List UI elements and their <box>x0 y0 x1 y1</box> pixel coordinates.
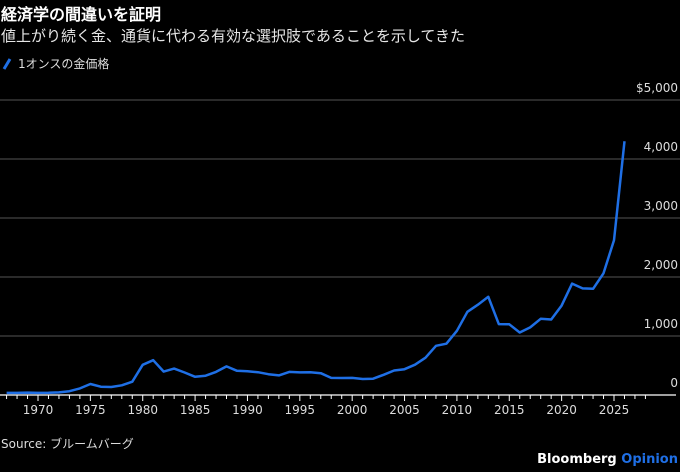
x-tick-label: 2000 <box>337 403 368 417</box>
legend: 1オンスの金価格 <box>2 55 109 72</box>
y-tick-label: 2,000 <box>644 258 678 272</box>
x-tick-label: 1980 <box>127 403 158 417</box>
x-tick-label: 1970 <box>23 403 54 417</box>
chart-title: 経済学の間違いを証明 <box>1 5 162 24</box>
legend-label: 1オンスの金価格 <box>18 57 110 71</box>
gold-price-line <box>6 141 626 395</box>
x-tick-label: 1975 <box>75 403 106 417</box>
brand-logo: Bloomberg Opinion <box>537 452 678 467</box>
y-tick-label: 1,000 <box>644 317 678 331</box>
x-tick-label: 2010 <box>442 403 473 417</box>
y-tick-label: 3,000 <box>644 199 678 213</box>
x-tick-label: 1995 <box>285 403 316 417</box>
x-tick-label: 1990 <box>232 403 263 417</box>
x-tick-label: 2005 <box>389 403 420 417</box>
source-note: Source: ブルームバーグ <box>1 437 134 451</box>
y-tick-label: $5,000 <box>636 81 678 95</box>
x-tick-label: 1985 <box>180 403 211 417</box>
legend-line-icon <box>2 57 12 70</box>
x-tick-label: 2020 <box>546 403 577 417</box>
chart-subtitle: 値上がり続く金、通貨に代わる有効な選択肢であることを示してきた <box>1 27 465 45</box>
brand-name: Bloomberg <box>537 452 617 467</box>
y-tick-label: 0 <box>670 376 678 390</box>
brand-accent: Opinion <box>621 452 678 467</box>
y-tick-label: 4,000 <box>644 140 678 154</box>
x-tick-label: 2015 <box>494 403 525 417</box>
x-tick-label: 2025 <box>599 403 630 417</box>
